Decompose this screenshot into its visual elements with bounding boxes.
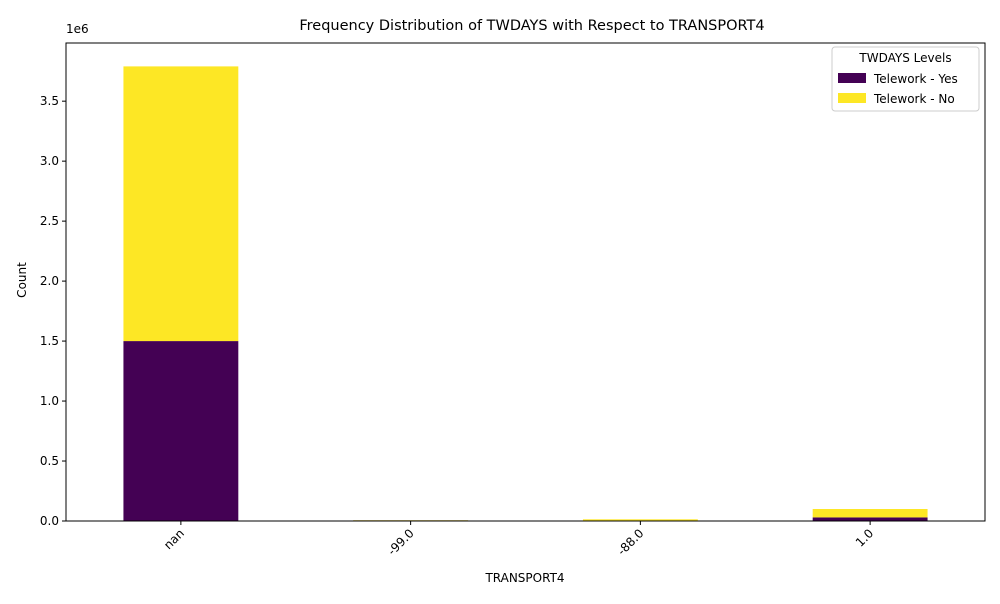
y-tick-label: 3.5 (40, 94, 59, 108)
y-tick-label: 1.5 (40, 334, 59, 348)
legend-box (831, 46, 980, 112)
y-tick-label: 1.0 (40, 394, 59, 408)
legend: TWDAYS Levels Telework - Yes Telework - No (831, 46, 980, 112)
y-tick-label: 0.5 (40, 454, 59, 468)
y-tick-label: 2.5 (40, 214, 59, 228)
bar-segment-1-3 (812, 509, 928, 518)
bars-layer (123, 66, 928, 522)
x-tick-label: -99.0 (385, 526, 417, 558)
bar-segment-1-0 (123, 66, 239, 342)
legend-label: Telework - Yes (873, 72, 958, 86)
chart-title: Frequency Distribution of TWDAYS with Re… (299, 18, 764, 34)
y-axis-offset-label: 1e6 (66, 22, 89, 36)
y-tick-label: 2.0 (40, 274, 59, 288)
x-tick-label: nan (161, 526, 187, 552)
x-tick-label: -88.0 (615, 526, 647, 558)
bar-segment-1-2 (582, 519, 698, 521)
y-tick-label: 3.0 (40, 154, 59, 168)
y-axis-label: Count (15, 262, 29, 298)
x-axis-label: TRANSPORT4 (484, 571, 564, 585)
legend-swatch (838, 73, 866, 83)
plot-frame (65, 42, 986, 522)
legend-label: Telework - No (873, 92, 955, 106)
bar-segment-0-0 (123, 341, 239, 521)
x-tick-label: 1.0 (853, 526, 876, 549)
legend-swatch (838, 93, 866, 103)
bar-segment-0-3 (812, 517, 928, 521)
y-tick-label: 0.0 (40, 514, 59, 528)
legend-title: TWDAYS Levels (858, 51, 951, 65)
